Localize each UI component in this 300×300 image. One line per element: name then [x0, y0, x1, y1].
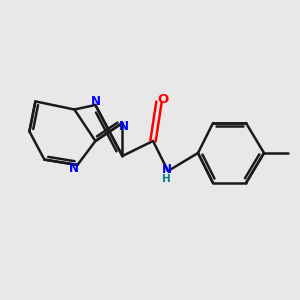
- Text: N: N: [69, 161, 79, 175]
- Text: N: N: [90, 95, 100, 108]
- Text: O: O: [157, 93, 168, 106]
- Text: N: N: [161, 163, 172, 176]
- Text: N: N: [119, 120, 129, 133]
- Text: H: H: [162, 174, 171, 184]
